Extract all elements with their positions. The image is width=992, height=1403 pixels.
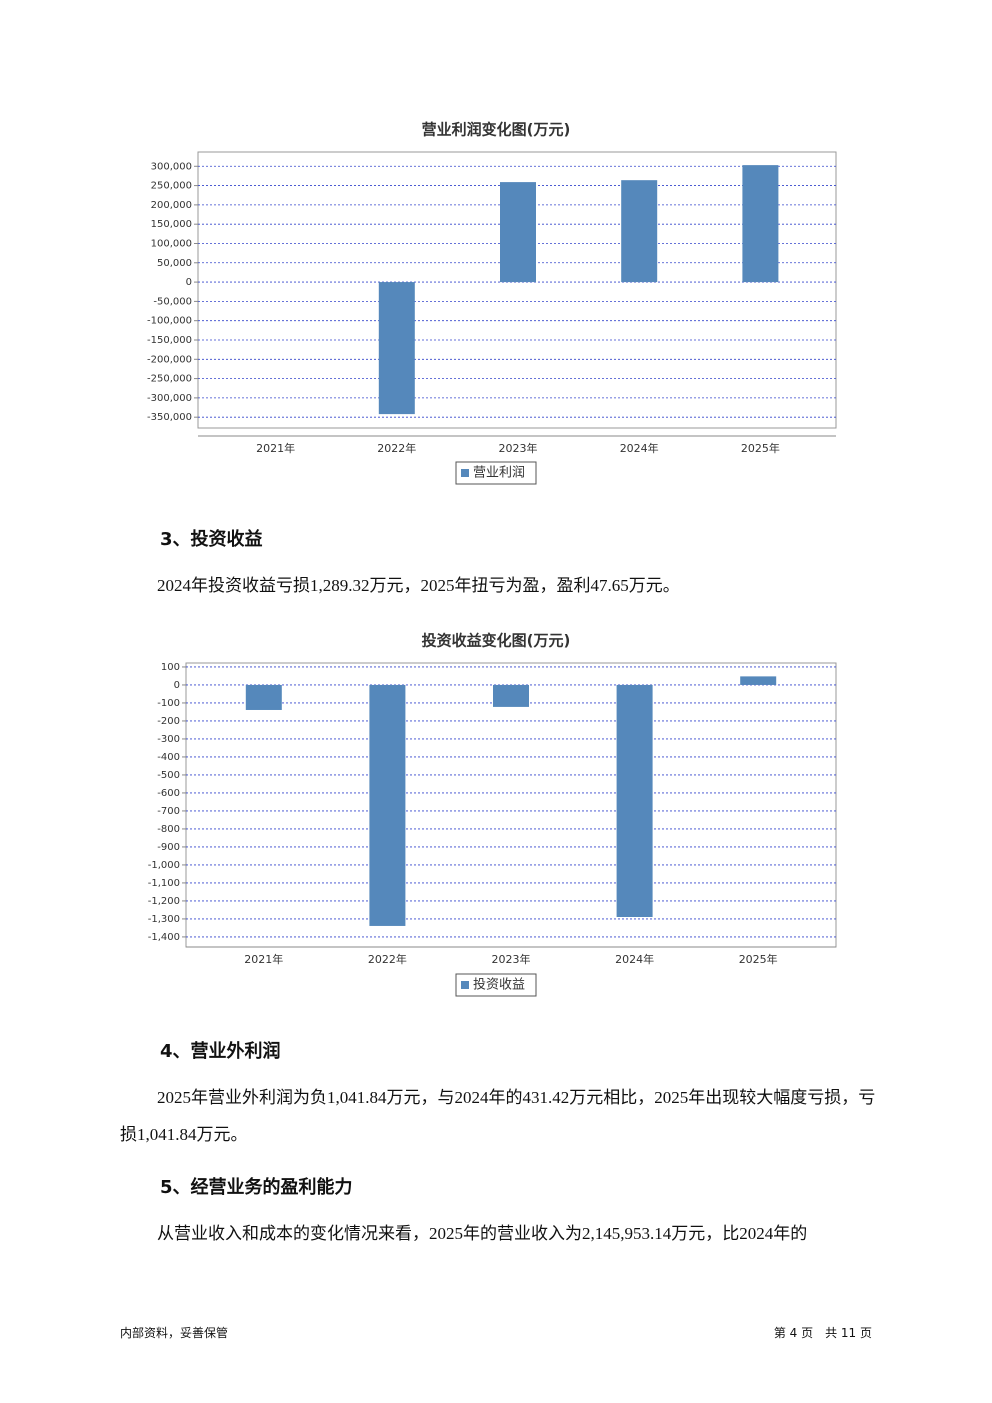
- y-tick-label: -1,400: [148, 932, 180, 943]
- y-tick-label: 200,000: [151, 200, 192, 211]
- heading: 4、营业外利润: [160, 1041, 281, 1062]
- y-tick-label: -1,200: [148, 896, 180, 907]
- legend-box: [455, 461, 537, 485]
- bar: [493, 684, 529, 707]
- y-tick-label: -500: [157, 770, 180, 781]
- legend-swatch: [461, 981, 469, 989]
- y-tick-label: -300,000: [147, 393, 192, 404]
- y-tick-label: 50,000: [157, 258, 192, 269]
- y-tick-label: 0: [186, 277, 192, 288]
- x-tick-label: 2022年: [368, 952, 407, 966]
- y-tick-label: -900: [157, 842, 180, 853]
- y-tick-label: 250,000: [151, 181, 192, 192]
- y-tick-label: -100: [157, 698, 180, 709]
- y-tick-label: -700: [157, 806, 180, 817]
- chart-title: 投资收益变化图(万元): [422, 632, 571, 650]
- paragraph: 从营业收入和成本的变化情况来看，2025年的营业收入为2,145,953.14万…: [157, 1224, 808, 1243]
- x-tick-label: 2021年: [244, 952, 283, 966]
- x-tick-label: 2021年: [256, 441, 295, 455]
- bar: [742, 165, 779, 283]
- y-tick-label: -1,100: [148, 878, 180, 889]
- x-tick-label: 2022年: [377, 441, 416, 455]
- y-tick-label: 150,000: [151, 219, 192, 230]
- y-tick-label: 300,000: [151, 161, 192, 172]
- y-tick-label: -250,000: [147, 374, 192, 385]
- x-tick-label: 2024年: [615, 952, 654, 966]
- paragraph: 2025年营业外利润为负1,041.84万元，与2024年的431.42万元相比…: [120, 1088, 876, 1144]
- y-tick-label: -50,000: [153, 296, 192, 307]
- y-tick-label: -1,000: [148, 860, 180, 871]
- x-tick-label: 2023年: [499, 441, 538, 455]
- x-tick-label: 2023年: [492, 952, 531, 966]
- bar: [369, 684, 406, 926]
- legend-label: 营业利润: [473, 466, 525, 481]
- y-tick-label: -600: [157, 788, 180, 799]
- y-tick-label: -200: [157, 716, 180, 727]
- heading: 5、经营业务的盈利能力: [160, 1177, 353, 1198]
- bar: [245, 684, 282, 710]
- y-tick-label: 100: [161, 662, 180, 673]
- paragraph: 2024年投资收益亏损1,289.32万元，2025年扭亏为盈，盈利47.65万…: [157, 576, 680, 595]
- bar: [378, 282, 415, 415]
- bar: [616, 684, 653, 918]
- chart-title: 营业利润变化图(万元): [422, 121, 571, 139]
- x-tick-label: 2025年: [739, 952, 778, 966]
- y-tick-label: -150,000: [147, 335, 192, 346]
- y-tick-label: -1,300: [148, 914, 180, 925]
- x-tick-label: 2025年: [741, 441, 780, 455]
- heading: 3、投资收益: [160, 529, 263, 550]
- y-tick-label: 100,000: [151, 238, 192, 249]
- footer-left: 内部资料，妥善保管: [120, 1326, 229, 1340]
- y-tick-label: -400: [157, 752, 180, 763]
- x-tick-label: 2024年: [620, 441, 659, 455]
- y-tick-label: 0: [174, 680, 180, 691]
- y-tick-label: -800: [157, 824, 180, 835]
- footer-right: 第 4 页 共 11 页: [773, 1326, 872, 1340]
- y-tick-label: -350,000: [147, 412, 192, 423]
- bar: [500, 182, 536, 283]
- legend-box: [455, 973, 537, 997]
- legend-label: 投资收益: [473, 977, 525, 993]
- plot-area: [197, 151, 837, 429]
- y-tick-label: -100,000: [147, 316, 192, 327]
- bar: [621, 180, 658, 283]
- y-tick-label: -200,000: [147, 354, 192, 365]
- bar: [740, 676, 777, 685]
- legend-swatch: [461, 469, 469, 477]
- y-tick-label: -300: [157, 734, 180, 745]
